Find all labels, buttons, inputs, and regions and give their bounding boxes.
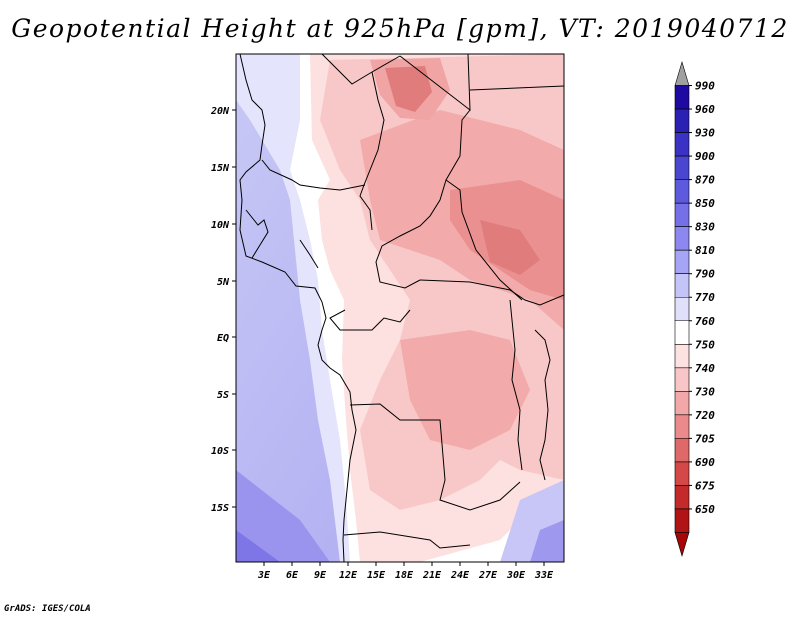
colorbar-segment [674,414,690,439]
colorbar-label: 930 [695,127,715,140]
colorbar: 990 960 930 900 870 850 830 810 790 770 760 750 740 7… [674,60,715,558]
colorbar-label: 830 [695,221,715,234]
colorbar-segment [674,296,690,322]
colorbar-label: 675 [695,479,715,492]
colorbar-label: 900 [695,150,715,163]
lon-label-12e: 12E [339,570,358,581]
lon-label-27e: 27E [478,570,498,581]
colorbar-segment [674,179,690,204]
lat-label-eq: EQ [217,333,229,344]
lon-label-24e: 24E [450,570,470,581]
colorbar-label: 990 [695,80,715,93]
colorbar-segment [674,485,690,510]
colorbar-label: 960 [695,103,715,116]
colorbar-segment [674,60,690,86]
lat-label-10n: 10N [211,220,230,231]
colorbar-segment [674,249,690,275]
colorbar-label: 750 [695,338,715,351]
colorbar-label: 740 [695,362,715,375]
colorbar-label: 790 [695,268,715,281]
colorbar-label: 770 [695,291,715,304]
longitude-axis: 3E 6E 9E 12E 15E 18E 21E 24E 27E 30E 33E [257,562,554,581]
colorbar-label: 870 [695,174,715,187]
lon-label-33e: 33E [534,570,554,581]
colorbar-label: 730 [695,385,715,398]
colorbar-segment [674,108,690,133]
lat-label-5s: 5S [217,390,229,401]
map-frame [235,53,565,563]
colorbar-segment [674,343,690,369]
colorbar-label: 690 [695,456,715,469]
colorbar-segment [674,367,690,392]
latitude-axis: 20N 15N 10N 5N EQ 5S 10S 15S [210,106,236,514]
colorbar-label: 705 [695,432,715,445]
country-borders [239,54,564,562]
colorbar-segment [674,226,690,251]
colorbar-label: 650 [695,503,715,516]
colorbar-label: 760 [695,315,715,328]
grads-credit: GrADS: IGES/COLA [4,604,91,614]
lon-label-30e: 30E [506,570,526,581]
colorbar-segment [674,132,690,157]
colorbar-segment [674,85,690,110]
lon-label-3e: 3E [257,570,271,581]
colorbar-label: 720 [695,409,715,422]
height-field [236,54,564,562]
lat-label-15n: 15N [211,163,230,174]
lat-label-20n: 20N [210,106,230,117]
colorbar-segment [674,202,690,227]
lon-label-15e: 15E [367,570,386,581]
colorbar-segment [674,508,690,533]
colorbar-segment [674,155,690,180]
lon-label-21e: 21E [422,570,442,581]
lon-label-9e: 9E [314,570,327,581]
colorbar-segment [674,391,690,416]
lat-label-15s: 15S [211,503,229,514]
colorbar-segment [674,532,690,558]
map-title: Geopotential Height at 925hPa [gpm], VT:… [11,14,789,43]
lat-label-10s: 10S [211,446,229,457]
lon-label-6e: 6E [286,570,299,581]
lon-label-18e: 18E [395,570,414,581]
colorbar-segment [674,461,690,486]
colorbar-label: 850 [695,197,715,210]
colorbar-segment [674,320,690,345]
colorbar-segment [674,438,690,463]
colorbar-label: 810 [695,244,715,257]
colorbar-segment [674,273,690,298]
lat-label-5n: 5N [217,277,230,288]
